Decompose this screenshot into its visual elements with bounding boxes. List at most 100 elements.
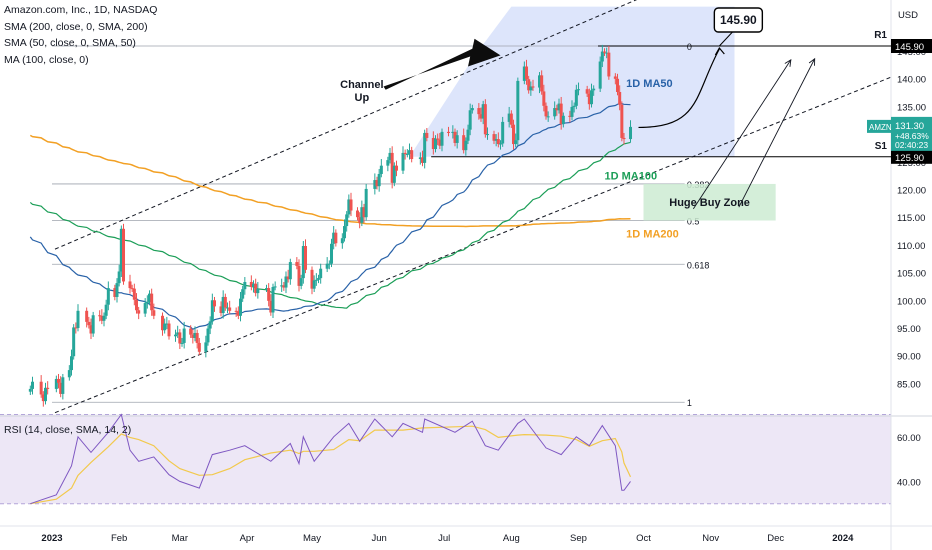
candle-body — [600, 51, 604, 62]
candle-body — [165, 323, 169, 325]
candle-body — [349, 199, 353, 211]
y-tick-label: 115.00 — [897, 213, 925, 224]
channel-label: Channel — [340, 79, 383, 91]
candle-body — [358, 217, 362, 223]
candle-body — [282, 285, 286, 288]
candle-body — [386, 160, 390, 166]
candle-body — [345, 214, 349, 227]
candle-body — [499, 143, 503, 145]
candle-body — [546, 116, 550, 118]
candle-body — [223, 296, 227, 308]
x-tick-label: Nov — [702, 533, 719, 544]
y-tick-label: 100.00 — [897, 296, 926, 307]
candle-body — [438, 139, 442, 146]
candle-body — [544, 105, 548, 117]
candle-body — [314, 279, 318, 281]
buy-zone-rect — [643, 183, 776, 221]
candle-body — [180, 342, 184, 344]
rsi-signal-line — [30, 425, 632, 505]
candle-body — [191, 334, 195, 338]
candle-body — [304, 245, 308, 270]
rsi-tick-label: 40.00 — [897, 477, 921, 488]
candle-body — [100, 315, 104, 321]
candle-body — [70, 356, 74, 371]
candle-body — [43, 387, 47, 402]
candle-body — [113, 288, 117, 297]
ma-label: 1D MA200 — [626, 229, 679, 241]
buy-zone-arrowhead — [808, 57, 816, 66]
buy-zone-label: Huge Buy Zone — [669, 197, 750, 209]
candle-body — [364, 188, 368, 218]
candle-body — [629, 126, 633, 140]
candle-body — [252, 283, 256, 287]
candle-body — [477, 108, 481, 115]
candle-body — [410, 150, 414, 160]
candle-body — [41, 394, 45, 402]
x-tick-label: Sep — [570, 533, 587, 544]
candle-body — [570, 106, 574, 117]
candle-body — [330, 243, 334, 264]
candle-body — [89, 325, 93, 334]
buy-zone-arrow — [692, 59, 792, 210]
level-label: S1 — [875, 141, 888, 152]
candle-body — [618, 91, 622, 105]
candle-body — [455, 135, 459, 143]
candle-body — [468, 110, 472, 130]
y-tick-label: 85.00 — [897, 379, 921, 390]
candle-body — [388, 152, 392, 161]
x-tick-label: May — [303, 533, 321, 544]
candle-body — [590, 90, 594, 105]
price-tag — [891, 39, 932, 53]
candle-body — [221, 296, 225, 314]
projection-arrowhead — [714, 46, 725, 56]
candle-body — [178, 332, 182, 344]
candle-body — [470, 108, 474, 111]
x-tick-label: Jul — [438, 533, 450, 544]
candle-body — [598, 61, 602, 89]
candle-body — [163, 323, 167, 331]
candle-body — [135, 299, 139, 311]
candle-body — [395, 165, 399, 171]
candle-body — [236, 311, 240, 316]
candle-body — [132, 288, 136, 300]
candle-body — [286, 276, 290, 280]
currency-label[interactable]: USD — [897, 10, 918, 21]
candle-body — [161, 315, 165, 331]
x-tick-label: 2024 — [832, 533, 854, 544]
ma200-line — [29, 134, 631, 228]
candle-body — [301, 245, 305, 279]
candle-body — [603, 51, 607, 53]
current-price-tag — [891, 116, 932, 151]
candle-body — [585, 89, 589, 94]
rsi-legend[interactable]: RSI (14, close, SMA, 14, 2) — [4, 424, 132, 436]
candle-body — [362, 207, 366, 218]
indicator-sma200[interactable]: SMA (200, close, 0, SMA, 200) — [4, 20, 148, 33]
candle-body — [297, 265, 301, 286]
channel-label: Up — [355, 92, 370, 104]
candle-body — [421, 157, 425, 163]
candle-body — [557, 103, 561, 111]
candle-body — [137, 310, 141, 314]
candle-body — [256, 288, 260, 294]
level-label: R1 — [874, 30, 887, 41]
current-price-change: +48.63% — [895, 131, 929, 141]
rsi-line — [30, 413, 631, 505]
candle-body — [104, 304, 108, 316]
ma-label: 1D MA100 — [605, 171, 658, 183]
candle-body — [451, 131, 455, 133]
candle-body — [206, 328, 210, 343]
candle-body — [122, 228, 126, 282]
indicator-ma100[interactable]: MA (100, close, 0) — [4, 53, 89, 66]
candle-body — [193, 332, 197, 338]
indicator-sma50[interactable]: SMA (50, close, 0, SMA, 50) — [4, 37, 136, 49]
candle-body — [607, 52, 611, 77]
y-tick-label: 90.00 — [897, 352, 921, 363]
channel-lower-line — [54, 76, 892, 414]
candle-body — [486, 134, 490, 136]
candle-body — [509, 113, 513, 125]
buy-zone-arrow — [738, 58, 816, 208]
candle-body — [219, 306, 223, 314]
candle-body — [392, 165, 396, 183]
candle-body — [319, 268, 323, 279]
candle-body — [542, 91, 546, 106]
